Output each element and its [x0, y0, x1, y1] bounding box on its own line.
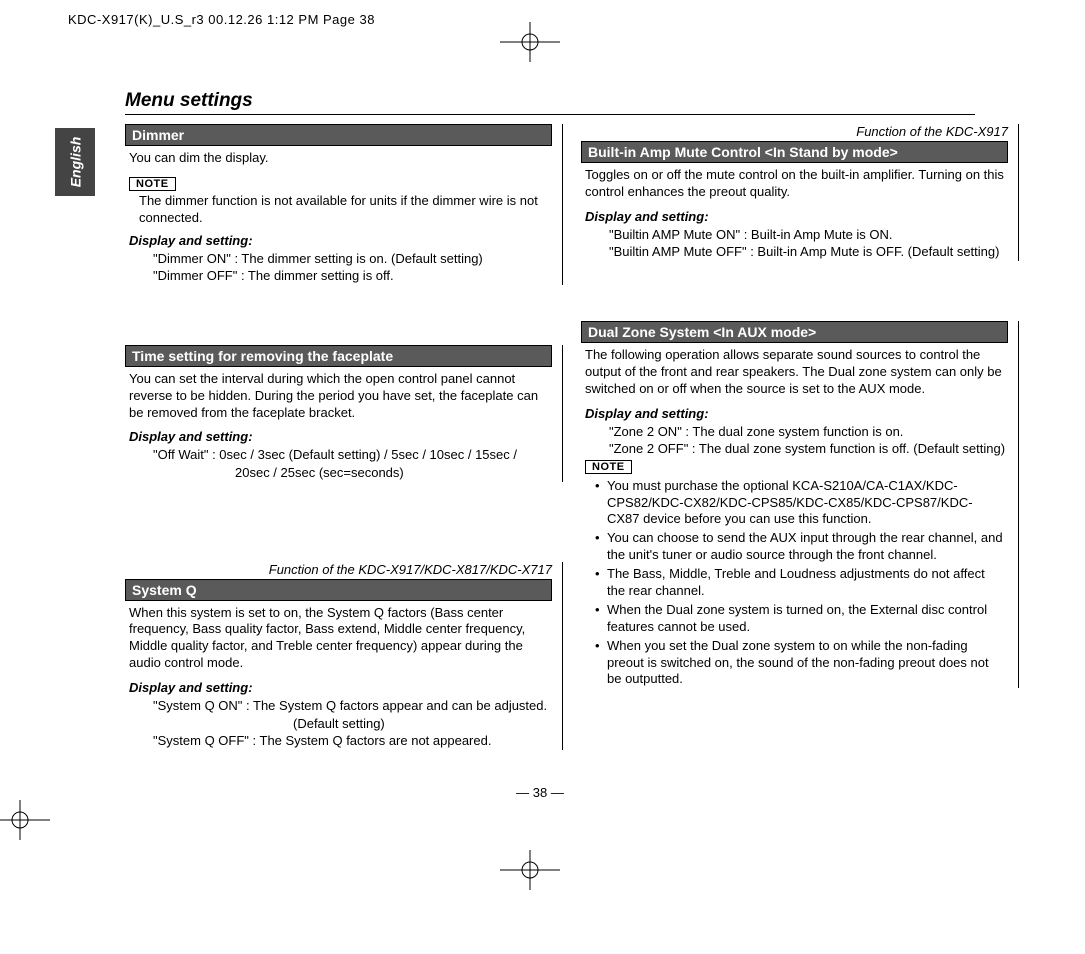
setting-amp-2: "Builtin AMP Mute OFF" : Built-in Amp Mu…: [609, 243, 1008, 261]
header-amp: Built-in Amp Mute Control <In Stand by m…: [581, 141, 1008, 163]
header-faceplate: Time setting for removing the faceplate: [125, 345, 552, 367]
dz-note-4: When the Dual zone system is turned on, …: [595, 602, 1004, 636]
section-amp: Function of the KDC-X917 Built-in Amp Mu…: [581, 124, 1019, 261]
intro-systemq: When this system is set to on, the Syste…: [129, 605, 548, 673]
setting-amp-1: "Builtin AMP Mute ON" : Built-in Amp Mut…: [609, 226, 1008, 244]
ds-faceplate: Display and setting:: [129, 429, 552, 444]
page-number: — 38 —: [55, 785, 1025, 800]
language-label: English: [67, 137, 83, 188]
section-dimmer: Dimmer You can dim the display. NOTE The…: [125, 124, 563, 285]
note-label-dimmer: NOTE: [129, 177, 176, 191]
setting-faceplate-1: "Off Wait" : 0sec / 3sec (Default settin…: [153, 446, 552, 481]
setting-dimmer-2: "Dimmer OFF" : The dimmer setting is off…: [153, 267, 552, 285]
language-tab: English: [55, 128, 95, 196]
ds-systemq: Display and setting:: [129, 680, 552, 695]
intro-dualzone: The following operation allows separate …: [585, 347, 1004, 398]
dz-note-1: You must purchase the optional KCA-S210A…: [595, 478, 1004, 529]
dz-note-2: You can choose to send the AUX input thr…: [595, 530, 1004, 564]
section-systemq: Function of the KDC-X917/KDC-X817/KDC-X7…: [125, 562, 563, 750]
right-column: Function of the KDC-X917 Built-in Amp Mu…: [581, 124, 1019, 750]
note-text-dimmer: The dimmer function is not available for…: [139, 193, 548, 227]
intro-dimmer: You can dim the display.: [129, 150, 548, 167]
dz-note-5: When you set the Dual zone system to on …: [595, 638, 1004, 689]
registration-mark-bottom: [500, 850, 560, 893]
dz-note-3: The Bass, Middle, Treble and Loudness ad…: [595, 566, 1004, 600]
dz-notes-list: You must purchase the optional KCA-S210A…: [595, 478, 1004, 689]
registration-mark-top: [500, 22, 560, 65]
note-label-dz: NOTE: [585, 460, 632, 474]
setting-dz-2: "Zone 2 OFF" : The dual zone system func…: [609, 440, 1008, 458]
func-note-systemq: Function of the KDC-X917/KDC-X817/KDC-X7…: [125, 562, 552, 577]
header-dimmer: Dimmer: [125, 124, 552, 146]
header-dualzone: Dual Zone System <In AUX mode>: [581, 321, 1008, 343]
intro-amp: Toggles on or off the mute control on th…: [585, 167, 1004, 201]
setting-systemq-1: "System Q ON" : The System Q factors app…: [153, 697, 552, 732]
print-header: KDC-X917(K)_U.S_r3 00.12.26 1:12 PM Page…: [68, 12, 375, 27]
ds-amp: Display and setting:: [585, 209, 1008, 224]
ds-dimmer: Display and setting:: [129, 233, 552, 248]
setting-dz-1: "Zone 2 ON" : The dual zone system funct…: [609, 423, 1008, 441]
setting-dimmer-1: "Dimmer ON" : The dimmer setting is on. …: [153, 250, 552, 268]
section-faceplate: Time setting for removing the faceplate …: [125, 345, 563, 482]
registration-mark-left: [0, 800, 50, 843]
ds-dualzone: Display and setting:: [585, 406, 1008, 421]
header-systemq: System Q: [125, 579, 552, 601]
page-title: Menu settings: [125, 90, 975, 115]
setting-systemq-2: "System Q OFF" : The System Q factors ar…: [153, 732, 552, 750]
left-column: Dimmer You can dim the display. NOTE The…: [125, 124, 563, 750]
intro-faceplate: You can set the interval during which th…: [129, 371, 548, 422]
section-dualzone: Dual Zone System <In AUX mode> The follo…: [581, 321, 1019, 688]
func-note-amp: Function of the KDC-X917: [581, 124, 1008, 139]
